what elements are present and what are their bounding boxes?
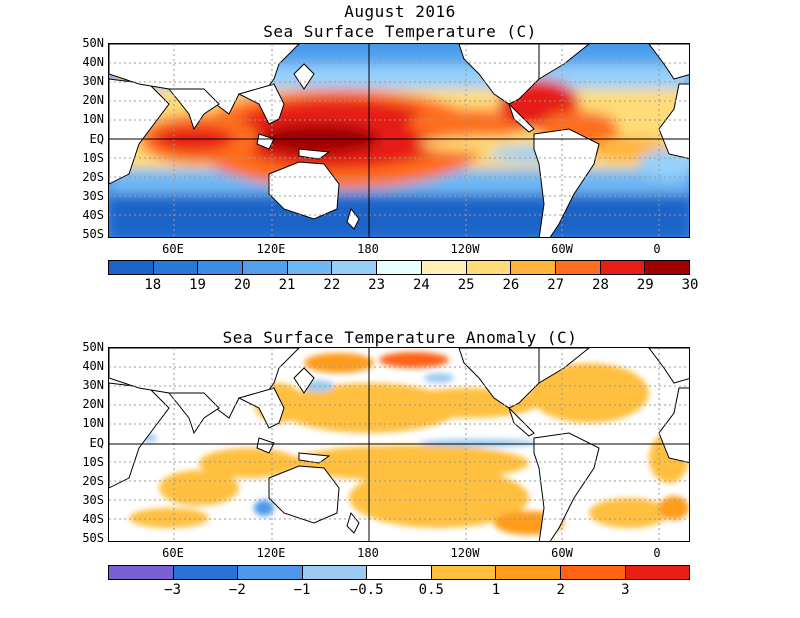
lat-label-50s: 50S (82, 227, 104, 241)
lat-label-30s: 30S (82, 189, 104, 203)
anomaly-colorbar-label: 1 (491, 582, 501, 598)
sst-colorbar-segment (332, 261, 378, 274)
lon-label-60w: 60W (551, 242, 573, 256)
lat-label-40n: 40N (82, 55, 104, 69)
anomaly-colorbar-segment (173, 566, 239, 579)
sst-map-svg (109, 44, 689, 237)
lon-label-180: 180 (357, 546, 379, 560)
lat-label-30n: 30N (82, 74, 104, 88)
lat-label-40s: 40S (82, 208, 104, 222)
sst-panel-title: Sea Surface Temperature (C) (263, 22, 537, 41)
sst-colorbar-segment (198, 261, 244, 274)
lat-label-10s: 10S (82, 455, 104, 469)
sst-colorbar-segment (466, 261, 512, 274)
sst-colorbar-segment (377, 261, 422, 274)
lat-label-10n: 10N (82, 112, 104, 126)
anomaly-colorbar-segment (431, 566, 497, 579)
sst-colorbar-segment (645, 261, 689, 274)
anomaly-map-svg (109, 348, 689, 541)
sst-colorbar (108, 260, 690, 275)
anomaly-colorbar-label: 2 (556, 582, 565, 598)
lon-label-120w: 120W (450, 546, 480, 560)
lat-label-20s: 20S (82, 474, 104, 488)
sst-colorbar-label: 30 (681, 277, 699, 293)
anomaly-colorbar-label: −1 (293, 582, 311, 598)
anomaly-colorbar-segment (109, 566, 174, 579)
anomaly-colorbar-segment (496, 566, 561, 579)
lon-label-120w: 120W (450, 242, 480, 256)
lon-label-180: 180 (357, 242, 379, 256)
sst-colorbar-label: 24 (412, 277, 430, 293)
anomaly-colorbar-segment (302, 566, 368, 579)
anomaly-colorbar-segment (367, 566, 432, 579)
lat-label-40n: 40N (82, 359, 104, 373)
sst-colorbar-segment (109, 261, 154, 274)
anomaly-colorbar-label: −3 (164, 582, 182, 598)
anomaly-colorbar-label: 3 (621, 582, 630, 598)
lon-label-120e: 120E (256, 242, 286, 256)
anomaly-colorbar-label: 0.5 (418, 582, 444, 598)
sst-colorbar-segment (555, 261, 601, 274)
sst-colorbar-segment (243, 261, 288, 274)
lon-label-60e: 60E (162, 546, 184, 560)
lat-label-50s: 50S (82, 531, 104, 545)
lat-label-50n: 50N (82, 340, 104, 354)
sst-colorbar-label: 28 (592, 277, 609, 293)
lat-label-20s: 20S (82, 170, 104, 184)
anomaly-panel-title: Sea Surface Temperature Anomaly (C) (222, 328, 578, 347)
sst-colorbar-label: 27 (547, 277, 565, 293)
lat-label-50n: 50N (82, 36, 104, 50)
sst-colorbar-label: 23 (368, 277, 386, 293)
lat-label-40s: 40S (82, 512, 104, 526)
sst-map (108, 43, 690, 238)
anomaly-colorbar-segment (560, 566, 626, 579)
sst-colorbar-label: 21 (278, 277, 296, 293)
lon-label-60w: 60W (551, 546, 573, 560)
lat-label-30s: 30S (82, 493, 104, 507)
main-title: August 2016 (344, 2, 456, 21)
sst-colorbar-segment (153, 261, 199, 274)
lon-label-0: 0 (653, 242, 661, 256)
lon-label-120e: 120E (256, 546, 286, 560)
sst-colorbar-label: 20 (233, 277, 251, 293)
anomaly-map (108, 347, 690, 542)
sst-colorbar-label: 19 (189, 277, 206, 293)
sst-colorbar-segment (287, 261, 333, 274)
anomaly-colorbar (108, 565, 690, 580)
lat-label-eq: EQ (89, 132, 104, 146)
sst-colorbar-label: 25 (457, 277, 475, 293)
lat-label-10s: 10S (82, 151, 104, 165)
anomaly-colorbar-label: −2 (228, 582, 246, 598)
lat-label-20n: 20N (82, 93, 104, 107)
lat-label-10n: 10N (82, 416, 104, 430)
lon-label-0: 0 (653, 546, 661, 560)
sst-colorbar-label: 29 (636, 277, 654, 293)
anomaly-colorbar-label: −0.5 (349, 582, 384, 598)
lat-label-eq: EQ (89, 436, 104, 450)
sst-colorbar-label: 18 (144, 277, 162, 293)
sst-colorbar-segment (600, 261, 646, 274)
sst-colorbar-label: 26 (502, 277, 520, 293)
lat-label-20n: 20N (82, 397, 104, 411)
sst-colorbar-segment (511, 261, 556, 274)
lat-label-30n: 30N (82, 378, 104, 392)
lon-label-60e: 60E (162, 242, 184, 256)
anomaly-colorbar-segment (625, 566, 690, 579)
anomaly-colorbar-segment (238, 566, 303, 579)
sst-colorbar-label: 22 (323, 277, 341, 293)
sst-colorbar-segment (421, 261, 467, 274)
